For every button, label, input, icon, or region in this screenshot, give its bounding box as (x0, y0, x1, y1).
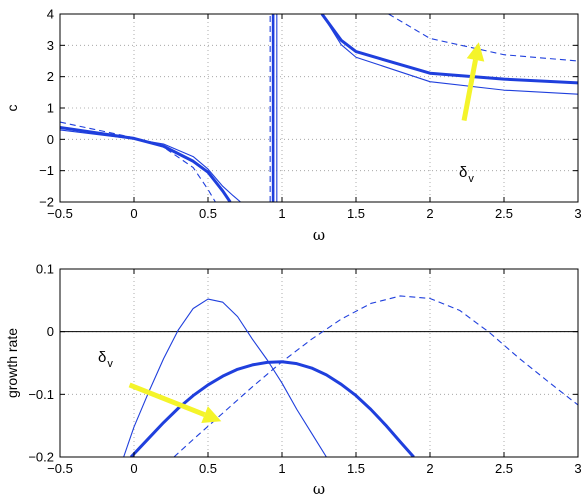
y-tick-label: 3 (47, 38, 54, 53)
x-axis-label: ω (313, 226, 325, 244)
x-tick-label: −0.5 (47, 461, 73, 476)
y-tick-label: 0.1 (36, 262, 54, 277)
tick-labels: −0.5 0 0.5 1 1.5 2 2.5 3 −2 −1 0 1 2 3 4 (39, 7, 581, 222)
y-tick-label: −0.1 (28, 387, 54, 402)
x-tick-label: 2.5 (495, 206, 513, 221)
y-tick-label: −2 (39, 195, 54, 210)
x-tick-label: −0.5 (47, 206, 73, 221)
x-tick-label: 2 (426, 206, 433, 221)
axes-frame (59, 13, 579, 203)
x-tick-label: 3 (574, 461, 581, 476)
series-dashed-line (173, 295, 578, 457)
y-tick-label: −0.2 (28, 450, 54, 465)
y-axis-label: growth rate (4, 328, 20, 398)
x-tick-label: 3 (574, 206, 581, 221)
series-dashed-line (60, 121, 216, 202)
x-tick-label: 1 (278, 206, 285, 221)
y-tick-label: 1 (47, 101, 54, 116)
series-thick-solid-line (320, 14, 578, 85)
series-thin-solid-line (321, 14, 578, 95)
annotation-subscript: v (468, 173, 474, 185)
x-tick-label: 2.5 (495, 461, 513, 476)
delta-v-annotation: δv (459, 42, 485, 185)
x-tick-label: 0.5 (199, 206, 217, 221)
axes-frame (59, 268, 579, 458)
series-thin-solid-line (123, 298, 327, 457)
x-tick-label: 0 (130, 206, 137, 221)
series-group (60, 14, 578, 202)
y-tick-label: 4 (47, 7, 54, 22)
y-axis-label: c (4, 105, 20, 112)
y-tick-label: 0 (47, 132, 54, 147)
arrow-head (466, 42, 485, 62)
x-tick-label: 1.5 (347, 206, 365, 221)
dispersion-chart: −0.5 0 0.5 1 1.5 2 2.5 3 −2 −1 0 1 2 3 4 ω c δv (4, 7, 582, 245)
x-tick-label: 1 (278, 461, 285, 476)
axes-box (59, 268, 579, 458)
arrow-shaft (128, 382, 206, 417)
tick-labels: −0.5 0 0.5 1 1.5 2 2.5 3 −0.2 −0.1 0 0.1 (28, 262, 581, 477)
x-tick-label: 1.5 (347, 461, 365, 476)
arrow-head (201, 406, 222, 423)
x-tick-label: 0.5 (199, 461, 217, 476)
plot-area (60, 269, 578, 457)
x-axis-label: ω (313, 480, 325, 498)
x-tick-label: 2 (426, 461, 433, 476)
plot-area (60, 14, 578, 202)
x-tick-label: 0 (130, 461, 137, 476)
y-tick-label: 0 (47, 324, 54, 339)
series-dashed-line (388, 14, 578, 62)
growth-rate-chart: −0.5 0 0.5 1 1.5 2 2.5 3 −0.2 −0.1 0 0.1 ω growth r… (4, 262, 582, 499)
y-tick-label: 2 (47, 69, 54, 84)
annotation-subscript: v (107, 358, 113, 370)
y-tick-label: −1 (39, 163, 54, 178)
arrow-shaft (461, 59, 478, 121)
